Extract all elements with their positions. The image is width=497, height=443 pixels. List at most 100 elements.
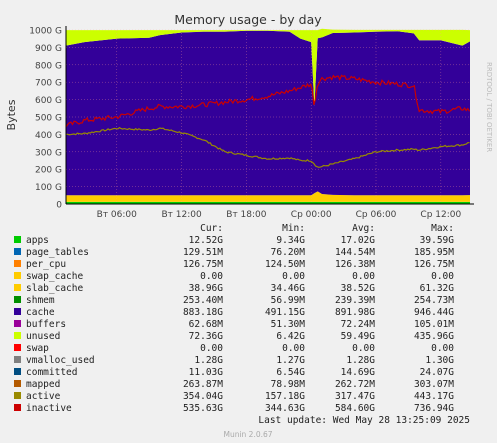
y-tick-label: 800 G <box>35 61 62 71</box>
stacked-areas <box>66 28 470 204</box>
legend-value: 62.68M <box>189 319 224 330</box>
legend-value: 303.07M <box>414 379 454 390</box>
y-tick-label: 1000 G <box>29 27 62 37</box>
legend-value: 491.15G <box>265 307 305 318</box>
legend-value: 0.00 <box>431 271 454 282</box>
legend-value: 51.30M <box>271 319 306 330</box>
legend-label: mapped <box>26 379 60 390</box>
legend-label: slab_cache <box>26 283 83 294</box>
legend-swatch <box>14 392 21 399</box>
legend-value: 126.75M <box>183 259 223 270</box>
legend-value: 9.34G <box>276 235 305 246</box>
x-tick-label: Вт 18:00 <box>226 210 266 220</box>
x-tick-label: Вт 06:00 <box>97 210 137 220</box>
legend-label: cache <box>26 307 55 318</box>
legend-swatch <box>14 284 21 291</box>
legend-value: 1.30G <box>425 355 454 366</box>
legend-swatch <box>14 380 21 387</box>
legend-value: 124.50M <box>265 259 305 270</box>
legend-swatch <box>14 236 21 243</box>
y-tick-label: 700 G <box>35 79 62 89</box>
legend-value: 254.73M <box>414 295 454 306</box>
legend-value: 185.95M <box>414 247 454 258</box>
legend-value: 946.44G <box>414 307 454 318</box>
y-tick-label: 400 G <box>35 131 62 141</box>
legend-value: 6.54G <box>276 367 305 378</box>
last-update-text: Last update: Wed May 28 13:25:09 2025 <box>258 415 470 426</box>
y-tick-label: 0 <box>56 201 62 211</box>
legend-value: 883.18G <box>183 307 223 318</box>
legend-value: 263.87M <box>183 379 223 390</box>
legend-value: 78.98M <box>271 379 306 390</box>
legend-value: 354.04G <box>183 391 223 402</box>
line-inactive <box>65 74 471 128</box>
legend-value: 157.18G <box>265 391 305 402</box>
legend-header: Max: <box>431 223 454 234</box>
legend-value: 72.36G <box>189 331 224 342</box>
legend-value: 39.59G <box>420 235 455 246</box>
legend-value: 736.94G <box>414 403 454 414</box>
legend-value: 253.40M <box>183 295 223 306</box>
legend-header: Cur: <box>200 223 223 234</box>
legend-value: 17.02G <box>341 235 376 246</box>
legend-value: 59.49G <box>341 331 376 342</box>
legend-value: 38.52G <box>341 283 376 294</box>
legend-value: 891.98G <box>335 307 375 318</box>
legend-label: shmem <box>26 295 55 306</box>
legend-value: 262.72M <box>335 379 375 390</box>
legend-value: 72.24M <box>341 319 376 330</box>
legend-value: 344.63G <box>265 403 305 414</box>
y-tick-label: 300 G <box>35 148 62 158</box>
legend-value: 1.27G <box>276 355 305 366</box>
y-tick-label: 100 G <box>35 183 62 193</box>
legend-swatch <box>14 344 21 351</box>
line-active <box>65 126 470 168</box>
legend-value: 435.96G <box>414 331 454 342</box>
y-tick-label: 600 G <box>35 96 62 106</box>
legend-swatch <box>14 248 21 255</box>
legend-label: unused <box>26 331 60 342</box>
legend-value: 1.28G <box>346 355 375 366</box>
legend-label: committed <box>26 367 77 378</box>
legend-label: swap_cache <box>26 271 83 282</box>
legend-value: 0.00 <box>431 343 454 354</box>
legend-value: 76.20M <box>271 247 306 258</box>
legend-swatch <box>14 308 21 315</box>
y-tick-label: 900 G <box>35 44 62 54</box>
legend-label: buffers <box>26 319 66 330</box>
legend-value: 61.32G <box>420 283 455 294</box>
legend-value: 0.00 <box>200 343 223 354</box>
legend-value: 239.39M <box>335 295 375 306</box>
legend-value: 0.00 <box>200 271 223 282</box>
x-tick-label: Ср 00:00 <box>291 210 332 220</box>
legend-value: 38.96G <box>189 283 224 294</box>
area-slab-cache <box>66 191 470 202</box>
legend-swatch <box>14 356 21 363</box>
legend-value: 0.00 <box>352 271 375 282</box>
chart-title: Memory usage - by day <box>174 12 322 27</box>
x-tick-label: Ср 12:00 <box>420 210 461 220</box>
legend-header: Avg: <box>352 223 375 234</box>
y-axis-label: Bytes <box>5 99 18 130</box>
legend-swatch <box>14 272 21 279</box>
legend-value: 56.99M <box>271 295 306 306</box>
legend-value: 11.03G <box>189 367 224 378</box>
legend-value: 1.28G <box>194 355 223 366</box>
legend-value: 34.46G <box>271 283 306 294</box>
legend-value: 126.38M <box>335 259 375 270</box>
area-unused <box>66 28 470 107</box>
legend-swatch <box>14 368 21 375</box>
legend-value: 584.60G <box>335 403 375 414</box>
legend-value: 0.00 <box>282 343 305 354</box>
legend-value: 0.00 <box>282 271 305 282</box>
legend-swatch <box>14 296 21 303</box>
legend-value: 24.07G <box>420 367 455 378</box>
legend-swatch <box>14 332 21 339</box>
legend-swatch <box>14 320 21 327</box>
rrdtool-side-label: RRDTOOL / TOBI OETIKER <box>485 62 493 152</box>
axes: 0 100 G 200 G 300 G 400 G 500 G 600 G 700 G 800 … <box>29 26 474 220</box>
legend-value: 0.00 <box>352 343 375 354</box>
legend-label: vmalloc_used <box>26 355 95 366</box>
x-tick-label: Ср 06:00 <box>356 210 397 220</box>
